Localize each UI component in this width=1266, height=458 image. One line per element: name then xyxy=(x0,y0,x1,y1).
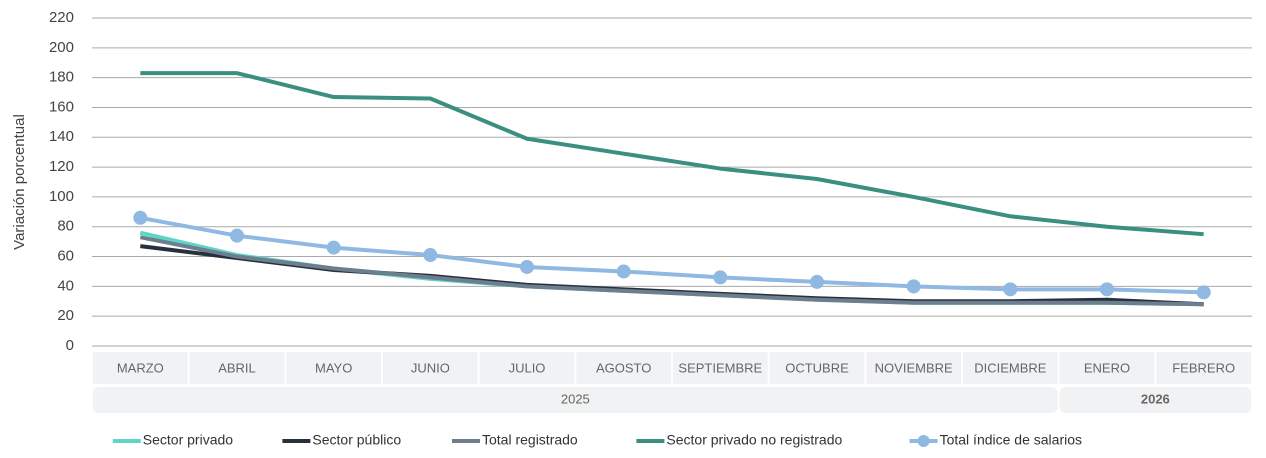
x-tick-label: NOVIEMBRE xyxy=(875,360,953,375)
legend-label: Total registrado xyxy=(482,432,578,448)
series-line xyxy=(139,215,1204,295)
x-tick-label: ABRIL xyxy=(218,360,256,375)
category-cell xyxy=(479,352,575,384)
y-tick-label: 20 xyxy=(57,307,74,324)
y-tick-label: 40 xyxy=(57,277,74,294)
y-tick-label: 220 xyxy=(49,9,74,26)
category-cell xyxy=(769,352,865,384)
category-cell xyxy=(866,352,961,384)
data-point xyxy=(423,248,438,263)
legend-marker xyxy=(917,435,930,447)
category-cell xyxy=(93,352,188,384)
y-tick-label: 100 xyxy=(49,188,74,205)
series-line xyxy=(139,235,1204,307)
data-point xyxy=(713,270,728,285)
x-tick-label: MAYO xyxy=(315,360,352,375)
x-tick-label: JUNIO xyxy=(411,360,450,375)
x-tick-label: JULIO xyxy=(509,360,546,375)
data-point xyxy=(230,228,244,243)
series-line xyxy=(140,71,1204,237)
x-tick-label: SEPTIEMBRE xyxy=(678,360,762,375)
legend-label: Sector público xyxy=(312,432,401,448)
data-point xyxy=(1100,282,1114,297)
y-tick-label: 120 xyxy=(49,158,74,175)
y-axis-label: Variación porcentual xyxy=(11,114,28,250)
x-tick-label: OCTUBRE xyxy=(785,360,849,375)
data-point xyxy=(810,274,824,289)
x-tick-label: AGOSTO xyxy=(596,360,651,375)
category-cell xyxy=(286,352,381,384)
legend-label: Sector privado xyxy=(143,432,233,448)
y-tick-label: 80 xyxy=(57,218,74,235)
legend-label: Sector privado no registrado xyxy=(666,432,842,448)
x-tick-label: FEBRERO xyxy=(1172,360,1235,375)
data-point xyxy=(906,279,921,294)
data-point xyxy=(326,240,341,255)
category-cell xyxy=(189,352,285,384)
legend-label: Total índice de salarios xyxy=(940,432,1082,448)
category-cell xyxy=(1059,352,1155,384)
category-cell xyxy=(383,352,478,384)
category-cell xyxy=(963,352,1058,384)
y-tick-label: 140 xyxy=(49,128,74,145)
y-tick-label: 160 xyxy=(49,98,74,115)
y-tick-label: 60 xyxy=(57,248,74,265)
data-point xyxy=(133,210,148,225)
year-cell xyxy=(1059,387,1251,413)
category-cell xyxy=(576,352,671,384)
data-point xyxy=(1196,285,1211,300)
data-point xyxy=(520,259,534,274)
year-label: 2025 xyxy=(561,391,590,406)
category-cell xyxy=(673,352,768,384)
y-tick-label: 180 xyxy=(49,69,74,86)
data-point xyxy=(616,264,631,279)
x-tick-label: DICIEMBRE xyxy=(974,360,1047,375)
data-point xyxy=(1003,282,1018,297)
x-tick-label: MARZO xyxy=(117,360,164,375)
y-tick-label: 200 xyxy=(49,39,74,56)
year-cell xyxy=(93,387,1058,413)
year-label: 2026 xyxy=(1141,391,1170,406)
y-tick-label: 0 xyxy=(66,337,74,354)
category-cell xyxy=(1156,352,1251,384)
x-tick-label: ENERO xyxy=(1084,360,1130,375)
